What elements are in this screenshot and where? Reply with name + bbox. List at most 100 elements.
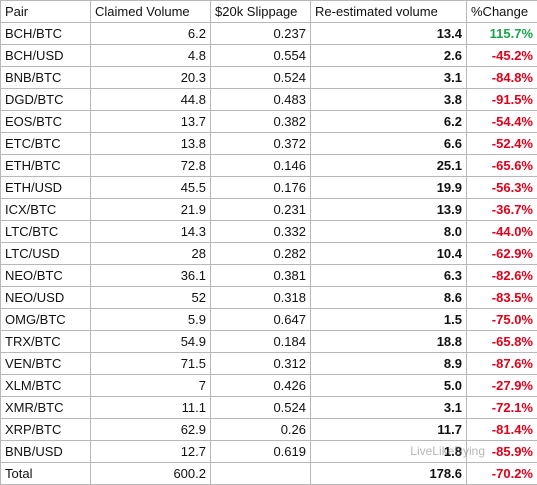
cell: -81.4% <box>467 419 537 441</box>
cell: 4.8 <box>91 45 211 67</box>
cell: 3.8 <box>311 89 467 111</box>
cell: 0.483 <box>211 89 311 111</box>
cell: -70.2% <box>467 463 537 485</box>
cell: 1.5 <box>311 309 467 331</box>
cell: 8.6 <box>311 287 467 309</box>
cell: 5.9 <box>91 309 211 331</box>
cell: ETH/BTC <box>1 155 91 177</box>
cell: 54.9 <box>91 331 211 353</box>
cell: LTC/BTC <box>1 221 91 243</box>
cell: 178.6 <box>311 463 467 485</box>
cell: 0.554 <box>211 45 311 67</box>
cell: 11.7 <box>311 419 467 441</box>
cell: LTC/USD <box>1 243 91 265</box>
cell: -54.4% <box>467 111 537 133</box>
cell: Total <box>1 463 91 485</box>
cell: DGD/BTC <box>1 89 91 111</box>
cell: Claimed Volume <box>91 1 211 23</box>
cell: -62.9% <box>467 243 537 265</box>
cell: Pair <box>1 1 91 23</box>
cell: -87.6% <box>467 353 537 375</box>
cell: BNB/BTC <box>1 67 91 89</box>
cell: 18.8 <box>311 331 467 353</box>
cell: 11.1 <box>91 397 211 419</box>
cell: 0.524 <box>211 67 311 89</box>
cell: -45.2% <box>467 45 537 67</box>
cell: 0.426 <box>211 375 311 397</box>
cell: 0.184 <box>211 331 311 353</box>
cell: -65.8% <box>467 331 537 353</box>
cell: 13.9 <box>311 199 467 221</box>
cell: 44.8 <box>91 89 211 111</box>
cell: 0.372 <box>211 133 311 155</box>
cell: 6.2 <box>91 23 211 45</box>
cell: -72.1% <box>467 397 537 419</box>
cell: 52 <box>91 287 211 309</box>
cell: ICX/BTC <box>1 199 91 221</box>
cell: 0.647 <box>211 309 311 331</box>
cell: -56.3% <box>467 177 537 199</box>
cell: VEN/BTC <box>1 353 91 375</box>
cell: BCH/BTC <box>1 23 91 45</box>
cell: -91.5% <box>467 89 537 111</box>
cell: 115.7% <box>467 23 537 45</box>
cell: 14.3 <box>91 221 211 243</box>
cell: 0.382 <box>211 111 311 133</box>
cell: -65.6% <box>467 155 537 177</box>
cell: -83.5% <box>467 287 537 309</box>
cell: 2.6 <box>311 45 467 67</box>
cell: 3.1 <box>311 397 467 419</box>
cell: -52.4% <box>467 133 537 155</box>
cell: 0.619 <box>211 441 311 463</box>
cell: 6.2 <box>311 111 467 133</box>
cell: 72.8 <box>91 155 211 177</box>
cell: 21.9 <box>91 199 211 221</box>
cell: %Change <box>467 1 537 23</box>
cell: 0.26 <box>211 419 311 441</box>
cell: Re-estimated volume <box>311 1 467 23</box>
cell: 36.1 <box>91 265 211 287</box>
cell: NEO/BTC <box>1 265 91 287</box>
cell: 13.8 <box>91 133 211 155</box>
cell: XRP/BTC <box>1 419 91 441</box>
cell: EOS/BTC <box>1 111 91 133</box>
cell <box>211 463 311 485</box>
cell: XMR/BTC <box>1 397 91 419</box>
cell: 0.381 <box>211 265 311 287</box>
cell: 0.332 <box>211 221 311 243</box>
cell: -36.7% <box>467 199 537 221</box>
cell: BNB/USD <box>1 441 91 463</box>
cell: 13.4 <box>311 23 467 45</box>
cell: 0.146 <box>211 155 311 177</box>
cell: 20.3 <box>91 67 211 89</box>
cell: -75.0% <box>467 309 537 331</box>
cell: NEO/USD <box>1 287 91 309</box>
cell: ETC/BTC <box>1 133 91 155</box>
cell: 13.7 <box>91 111 211 133</box>
cell: 0.237 <box>211 23 311 45</box>
cell: 6.6 <box>311 133 467 155</box>
cell: 0.282 <box>211 243 311 265</box>
cell: 0.318 <box>211 287 311 309</box>
cell: 0.176 <box>211 177 311 199</box>
cell: 6.3 <box>311 265 467 287</box>
cell: 45.5 <box>91 177 211 199</box>
cell: 3.1 <box>311 67 467 89</box>
cell: 600.2 <box>91 463 211 485</box>
